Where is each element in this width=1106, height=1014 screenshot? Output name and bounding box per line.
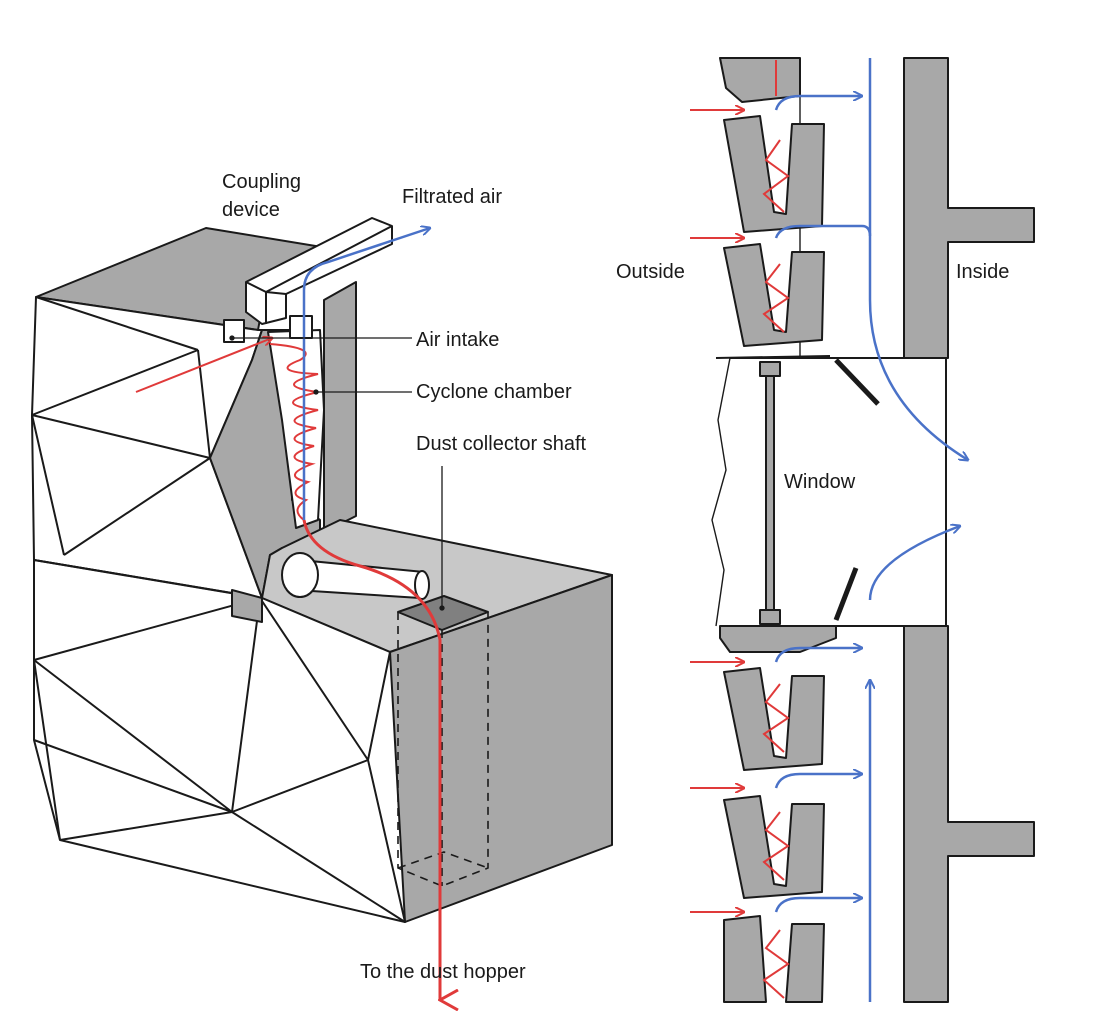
dust-path-to-hopper bbox=[302, 519, 440, 1000]
lower-block-front-face bbox=[33, 559, 406, 923]
lower-block-right-face bbox=[389, 574, 613, 923]
filter-wedge bbox=[785, 923, 825, 1003]
leader-lines bbox=[229, 335, 445, 611]
filter-wedge bbox=[723, 243, 825, 347]
facade-dust-zigzags bbox=[762, 60, 790, 999]
filter-wedge bbox=[723, 915, 767, 1003]
label-outside: Outside bbox=[616, 261, 685, 283]
window-frame bbox=[759, 361, 781, 377]
label-filtrated-air: Filtrated air bbox=[402, 186, 503, 208]
facade-clean-air-flow bbox=[774, 58, 968, 1002]
label-inside: Inside bbox=[956, 261, 1010, 283]
label-window: Window bbox=[782, 470, 858, 494]
filter-wedge bbox=[723, 115, 825, 233]
chamber-back-wall bbox=[323, 281, 357, 533]
filter-wedge bbox=[723, 667, 825, 771]
facade-filter-elements bbox=[719, 57, 825, 1003]
air-intake-slot bbox=[223, 319, 245, 343]
label-cyclone-chamber: Cyclone chamber bbox=[416, 381, 572, 403]
inside-wall-lower bbox=[903, 625, 1035, 1003]
facade-intake-arrows bbox=[690, 110, 744, 912]
label-coupling-device-line2: device bbox=[222, 199, 280, 221]
lower-flap bbox=[833, 567, 859, 621]
air-intake-arrow bbox=[135, 338, 272, 393]
upper-flap bbox=[834, 358, 880, 406]
inside-wall-upper bbox=[903, 57, 1035, 359]
filtrated-air-path bbox=[302, 228, 430, 520]
cyclone-cone bbox=[267, 329, 325, 529]
cyclone-block-illustration bbox=[31, 217, 613, 923]
label-to-dust-hopper: To the dust hopper bbox=[360, 961, 526, 983]
window-sill bbox=[719, 625, 837, 653]
label-dust-collector-shaft: Dust collector shaft bbox=[416, 433, 587, 455]
coupling-device bbox=[245, 217, 393, 325]
cyclone-dust-spiral bbox=[269, 343, 319, 521]
label-coupling-device-line1: Coupling bbox=[222, 171, 301, 193]
filter-wedge bbox=[723, 795, 825, 899]
filter-wedge bbox=[719, 57, 801, 103]
dust-collector-shaft-hidden bbox=[397, 612, 489, 887]
label-air-intake: Air intake bbox=[416, 329, 500, 351]
